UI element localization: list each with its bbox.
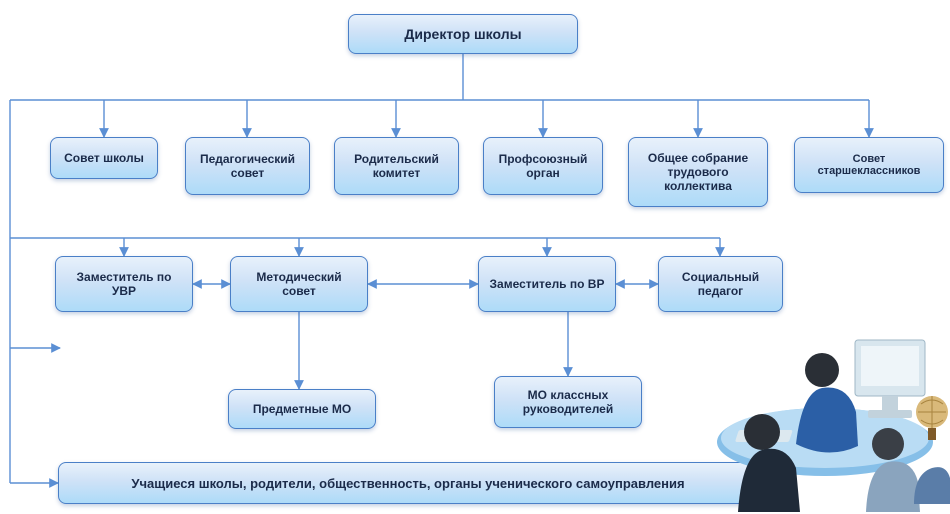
node-subj-mo: Предметные МО xyxy=(228,389,376,429)
node-parents: Родительский комитет xyxy=(334,137,459,195)
node-zam-uvr: Заместитель по УВР xyxy=(55,256,193,312)
node-council: Совет школы xyxy=(50,137,158,179)
node-meeting: Общее собрание трудового коллектива xyxy=(628,137,768,207)
node-union: Профсоюзный орган xyxy=(483,137,603,195)
node-class-mo: МО классных руководителей xyxy=(494,376,642,428)
node-zam-vr: Заместитель по ВР xyxy=(478,256,616,312)
node-director: Директор школы xyxy=(348,14,578,54)
node-metod: Методический совет xyxy=(230,256,368,312)
node-seniors: Совет старшеклассников xyxy=(794,137,944,193)
illustration-icon xyxy=(700,254,950,514)
node-bottom: Учащиеся школы, родители, общественность… xyxy=(58,462,758,504)
node-pedsovet: Педагогический совет xyxy=(185,137,310,195)
